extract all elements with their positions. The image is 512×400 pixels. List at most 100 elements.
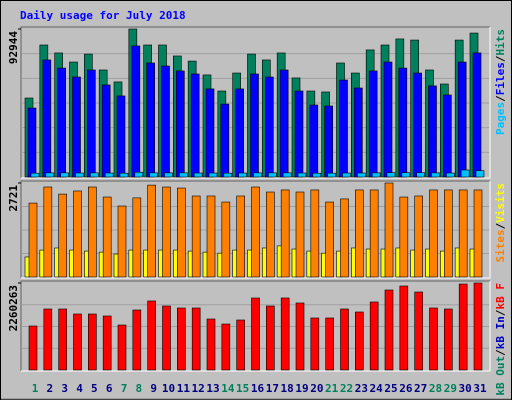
bar xyxy=(161,65,170,178)
bar xyxy=(251,186,260,278)
bar xyxy=(57,67,66,178)
x-tick-label: 6 xyxy=(106,382,113,395)
bar xyxy=(27,107,37,178)
legend-entry: Sites xyxy=(494,229,507,262)
x-tick-label: 25 xyxy=(384,382,397,395)
bar xyxy=(355,311,364,371)
x-tick-label: 24 xyxy=(370,382,384,395)
bar xyxy=(325,317,334,371)
bar xyxy=(340,198,349,278)
bar xyxy=(42,59,52,178)
bar xyxy=(472,52,482,178)
legend-entry: Hits xyxy=(494,29,507,56)
x-tick-label: 7 xyxy=(121,382,128,395)
bar xyxy=(149,172,158,178)
bar xyxy=(460,169,470,178)
x-tick-label: 14 xyxy=(221,382,235,395)
bar xyxy=(310,189,320,278)
bar xyxy=(354,87,363,178)
bar xyxy=(119,172,129,178)
bar xyxy=(282,172,292,178)
bar xyxy=(179,172,188,178)
bar xyxy=(384,289,394,371)
bar xyxy=(88,313,97,371)
bar xyxy=(324,105,333,178)
bar xyxy=(369,189,379,278)
bar xyxy=(266,305,275,371)
chart-title: Daily usage for July 2018 xyxy=(20,9,186,22)
x-tick-label: 8 xyxy=(136,382,143,395)
bar xyxy=(102,196,112,278)
bar xyxy=(131,45,141,178)
bar xyxy=(177,187,186,278)
bar xyxy=(177,307,186,371)
panel-edge xyxy=(20,280,490,371)
x-tick-label: 4 xyxy=(76,382,83,395)
x-tick-label: 29 xyxy=(444,382,457,395)
bar xyxy=(43,186,53,278)
bar xyxy=(176,70,185,178)
bar xyxy=(147,300,156,371)
bar xyxy=(414,195,423,278)
bar xyxy=(428,85,437,178)
bar xyxy=(265,76,274,178)
x-tick-label: 5 xyxy=(91,382,98,395)
bar xyxy=(162,186,171,278)
bar xyxy=(398,67,408,178)
bar xyxy=(325,201,334,278)
bar xyxy=(221,323,231,371)
bar xyxy=(223,172,233,178)
bar xyxy=(102,315,112,371)
bar xyxy=(253,172,262,178)
x-tick-label: 22 xyxy=(340,382,353,395)
bar xyxy=(28,202,38,278)
bar xyxy=(72,76,81,178)
bar xyxy=(116,95,126,178)
bar xyxy=(473,189,483,278)
bar xyxy=(90,172,99,178)
bar xyxy=(191,195,201,278)
bar xyxy=(368,70,378,178)
legend-entry: kB F xyxy=(494,283,507,310)
legend-entry: Pages xyxy=(494,102,507,135)
bar xyxy=(164,172,173,178)
bar xyxy=(266,191,275,278)
bar xyxy=(399,196,409,278)
bar xyxy=(134,171,144,178)
bar xyxy=(444,189,453,278)
x-tick-label: 27 xyxy=(414,382,427,395)
bar xyxy=(43,308,53,371)
x-tick-label: 23 xyxy=(355,382,368,395)
bar xyxy=(205,88,215,178)
x-tick-label: 12 xyxy=(192,382,205,395)
bar xyxy=(58,308,67,371)
bar xyxy=(88,186,97,278)
bar xyxy=(458,283,468,371)
bar xyxy=(340,308,349,371)
x-tick-label: 19 xyxy=(295,382,308,395)
x-tick-label: 9 xyxy=(150,382,157,395)
bar xyxy=(132,309,142,371)
bar xyxy=(193,172,203,178)
legend: kB Out/kB In/kB F xyxy=(494,283,507,396)
bar xyxy=(297,172,307,178)
bar xyxy=(236,195,245,278)
bar xyxy=(104,172,114,178)
legend-separator: / xyxy=(494,95,507,102)
x-tick-label: 15 xyxy=(236,382,249,395)
legend-entry: Visits xyxy=(494,183,507,223)
bar xyxy=(473,282,483,371)
bar xyxy=(294,90,304,178)
bar xyxy=(220,103,230,178)
bar xyxy=(279,69,289,178)
bar xyxy=(101,84,111,178)
bar xyxy=(206,195,216,278)
y-tick-label: 92944 xyxy=(7,31,20,64)
x-tick-label: 26 xyxy=(399,382,413,395)
panel-edge xyxy=(20,26,490,178)
bar xyxy=(45,172,55,178)
bar xyxy=(383,61,393,178)
bar xyxy=(236,319,245,371)
bar xyxy=(206,318,216,371)
bar xyxy=(342,172,351,178)
